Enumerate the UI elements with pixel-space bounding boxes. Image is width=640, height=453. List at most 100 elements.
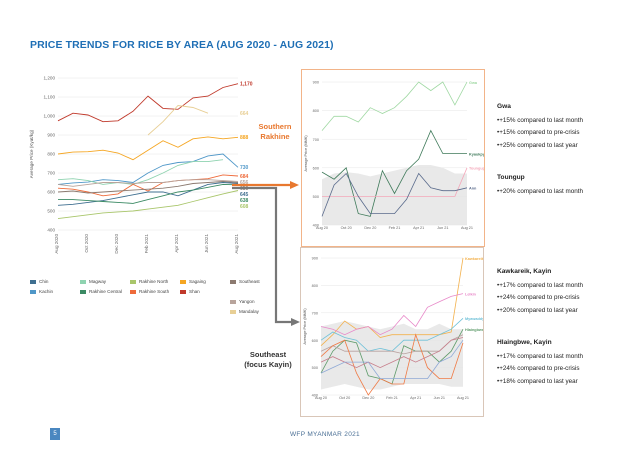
note-line: •+20% compared to last month [497, 188, 584, 196]
y-tick-label: 400 [47, 228, 55, 233]
series-line-rakhine-central [58, 183, 239, 204]
rakhine-callout: Southern Rakhine [250, 122, 300, 142]
y-tick-label: 1,000 [44, 114, 56, 119]
series-line-rakhine-north [57, 190, 239, 220]
series-line-rakhine-south [57, 174, 239, 197]
series-line-yangon [57, 179, 239, 187]
legend-swatch [230, 279, 236, 284]
legend-swatch [30, 289, 36, 294]
series-line-shan [57, 83, 239, 123]
legend-item-magway: Magway [80, 279, 106, 284]
end-label-kyaukpyu: Kyaukpyu [469, 152, 484, 156]
note-line: •+15% compared to pre-crisis [497, 129, 580, 137]
legend-item-mandalay: Mandalay [230, 309, 259, 314]
legend-label: Rakhine North [139, 279, 169, 284]
end-label-kawkareik: Kawkareik [465, 257, 483, 261]
main-chart-legend: Chin Kachin Magway Rakhine Central Rakhine N… [30, 279, 280, 329]
legend-item-rakhine-south: Rakhine South [130, 289, 169, 294]
end-label-kachin: 730 [240, 165, 249, 171]
x-tick-label: Feb 21 [386, 396, 398, 400]
x-tick-label: Aug 20 [315, 396, 327, 400]
end-label-mandalay: 664 [240, 111, 249, 117]
end-label-shan: 1,170 [240, 82, 253, 88]
legend-swatch [130, 279, 136, 284]
end-label-rakhine-central: 638 [240, 198, 249, 204]
y-tick-label: 800 [313, 109, 319, 113]
y-axis-label: Average Price (MMK) [303, 308, 307, 345]
y-tick-label: 900 [47, 133, 55, 138]
note-line: •+20% compared to last year [497, 306, 578, 314]
legend-item-yangon: Yangon [230, 299, 255, 304]
southeast-arrow-line [232, 186, 293, 324]
note-heading: Toungup [497, 174, 525, 181]
x-tick-label: Apr 21 [413, 226, 424, 230]
end-label-sagaing: 888 [240, 135, 249, 141]
legend-item-chin: Chin [30, 279, 48, 284]
legend-item-kachin: Kachin [30, 289, 53, 294]
note-heading: Gwa [497, 103, 511, 110]
x-tick-label: Apr 21 [410, 396, 421, 400]
x-tick-label: Jun 21 [437, 226, 448, 230]
legend-swatch [80, 289, 86, 294]
x-tick-label: Aug 2021 [234, 234, 239, 254]
x-tick-label: Jun 2021 [204, 234, 209, 253]
page-number: 5 [50, 428, 60, 440]
series-line-kachin [57, 153, 239, 185]
legend-item-rakhine-north: Rakhine North [130, 279, 168, 284]
x-tick-label: Dec 20 [364, 226, 376, 230]
rakhine-arrow-head [290, 181, 299, 189]
note-heading: Kawkareik, Kayin [497, 268, 552, 275]
legend-label: Chin [39, 279, 49, 284]
legend-swatch [230, 309, 236, 314]
legend-label: Mandalay [239, 309, 259, 314]
x-tick-label: Aug 20 [316, 226, 328, 230]
legend-item-southeast: Southeast [230, 279, 260, 284]
legend-swatch [130, 289, 136, 294]
series-line-mandalay [147, 105, 209, 136]
legend-item-rakhine-central: Rakhine Central [80, 289, 122, 294]
x-tick-label: Feb 2021 [144, 234, 149, 254]
legend-swatch [30, 279, 36, 284]
legend-swatch [180, 289, 186, 294]
note-line: •+24% compared to pre-crisis [497, 365, 580, 373]
note-line: •+18% compared to last year [497, 377, 578, 385]
x-tick-label: Jun 21 [434, 396, 445, 400]
note-line: •+17% compared to last month [497, 282, 584, 290]
page-title: PRICE TRENDS FOR RICE BY AREA (AUG 2020 … [30, 39, 334, 51]
y-tick-label: 1,200 [44, 76, 56, 81]
series-line-magway [57, 159, 224, 185]
series-line-toungup [322, 167, 468, 197]
range-band [322, 164, 467, 225]
y-tick-label: 500 [313, 195, 319, 199]
y-tick-label: 600 [312, 339, 318, 343]
y-tick-label: 1,100 [44, 95, 56, 100]
legend-item-sagaing: Sagaing [180, 279, 206, 284]
series-line-hpapun [320, 333, 464, 396]
note-line: •+17% compared to last month [497, 353, 584, 361]
x-tick-label: Oct 20 [341, 226, 352, 230]
y-axis-label: Average Price (Kyat/kg) [29, 129, 34, 178]
legend-label: Rakhine Central [89, 289, 122, 294]
x-tick-label: Oct 20 [339, 396, 350, 400]
y-tick-label: 600 [47, 190, 55, 195]
series-line-chin [57, 182, 239, 206]
y-tick-label: 600 [313, 166, 319, 170]
x-tick-label: Dec 2020 [114, 234, 119, 254]
end-label-chin: 645 [240, 192, 249, 198]
x-tick-label: Apr 2021 [174, 234, 179, 253]
y-tick-label: 400 [313, 224, 319, 228]
y-tick-label: 900 [312, 257, 318, 261]
legend-label: Sagaing [189, 279, 206, 284]
southeast-arrow-head [291, 318, 300, 326]
note-toungup: Toungup •+20% compared to last month [497, 172, 583, 198]
end-label-rakhine-south: 684 [240, 174, 249, 180]
x-tick-label: Aug 2020 [54, 234, 59, 254]
end-label-hlaingbwe: Hlaingbwe [465, 328, 483, 332]
legend-label: Kachin [39, 289, 54, 294]
y-tick-label: 900 [313, 81, 319, 85]
southeast-callout-line2: (focus Kayin) [244, 360, 292, 369]
legend-swatch [80, 279, 86, 284]
